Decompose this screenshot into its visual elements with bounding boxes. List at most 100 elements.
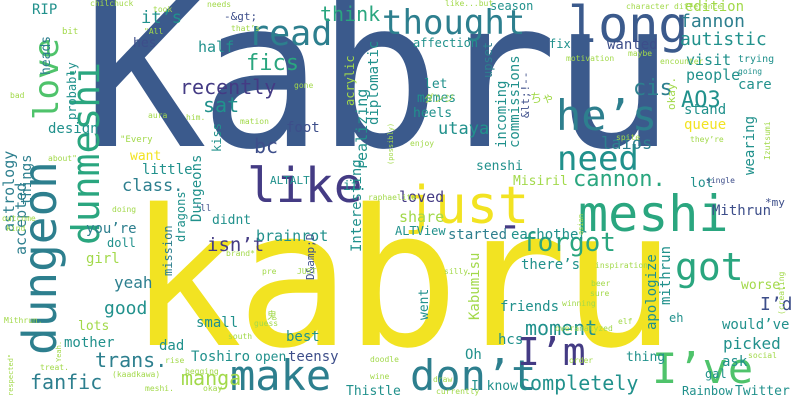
- word-edition: edition: [685, 0, 745, 15]
- word-altalt: ALTALT: [270, 174, 310, 187]
- word-small: gone: [294, 81, 314, 90]
- word-design: design: [48, 121, 99, 137]
- word-small: "Every: [120, 135, 153, 145]
- word-small: treat.: [40, 363, 69, 372]
- word-small: order: [569, 356, 594, 365]
- word-thought: thought: [382, 3, 526, 43]
- word-senshi: senshi: [476, 159, 523, 174]
- word-small: difference: [674, 2, 723, 11]
- word-yeah: yeah: [114, 273, 153, 292]
- word-small: sure: [590, 289, 610, 298]
- word-small: aura: [148, 111, 168, 120]
- word-like: like: [247, 158, 363, 214]
- word-friends: friends: [500, 299, 560, 315]
- word-kabumisu: Kabumisu: [467, 252, 483, 320]
- word-small: character: [626, 2, 670, 11]
- word-toshiro: Toshiro: [191, 349, 251, 365]
- word-girl: girl: [86, 251, 120, 267]
- word-small: Mithrun.: [4, 316, 43, 325]
- word-acrylic: acrylic: [343, 55, 357, 106]
- word-small: south: [228, 332, 253, 341]
- word-memes: memes: [417, 91, 457, 106]
- word-eh: eh: [669, 311, 684, 325]
- word-small: like...but: [445, 0, 494, 8]
- word-best: best: [286, 329, 320, 345]
- word-dont: don’t: [410, 351, 537, 400]
- word-dash: -: [498, 202, 523, 248]
- word-small: Yeah.: [55, 340, 63, 362]
- word-ive: I’ve: [652, 344, 754, 393]
- word-im: I’m: [517, 330, 586, 374]
- word-it: it.: [343, 179, 367, 194]
- word-small: that’s: [231, 24, 260, 33]
- word-fannon: fannon: [680, 11, 746, 32]
- word-small: bad: [10, 91, 25, 100]
- word-small: bit: [62, 27, 79, 37]
- word-visit: visit: [686, 51, 732, 69]
- word-small: motivation: [566, 54, 615, 63]
- word-small: wine: [370, 372, 390, 381]
- word-foot: foot: [286, 120, 320, 136]
- word-ao3: AO3: [681, 88, 721, 113]
- word-small: social: [748, 351, 777, 360]
- word-didnt: didnt: [212, 213, 252, 228]
- word-got: got: [675, 245, 744, 289]
- word-hcs: hcs: [498, 332, 524, 348]
- word-incoming: incoming: [494, 80, 510, 148]
- word-heads: heads: [39, 35, 54, 75]
- word-small: Izutsumi: [763, 121, 772, 160]
- word-small: silly: [444, 267, 469, 276]
- word-things: things: [19, 154, 35, 205]
- word-small: pre: [262, 267, 277, 276]
- word-picked: picked: [723, 334, 781, 353]
- word-think: think: [320, 2, 381, 26]
- word-ask: ask: [722, 354, 748, 370]
- word-small: (possibly): [387, 122, 395, 165]
- word-hes: he’s: [556, 91, 658, 140]
- word-small: (kaadkawa): [112, 370, 161, 379]
- word-class: class.: [122, 176, 184, 196]
- word-recently: recently: [180, 75, 277, 99]
- word-heels: heels: [413, 106, 453, 121]
- word-small: inspiration: [595, 261, 648, 270]
- word-small: trying: [738, 54, 775, 65]
- word-make: make: [230, 351, 332, 400]
- word-small: draw: [433, 375, 453, 384]
- word-want: want: [130, 149, 162, 164]
- word-small: small: [196, 315, 239, 331]
- word-small: 'll: [195, 204, 212, 214]
- word-trans: trans.: [95, 348, 168, 372]
- word-small: beer: [591, 279, 611, 288]
- word-small: going: [738, 67, 763, 76]
- word-small: raphaelite: [368, 193, 417, 202]
- word-teensy: teensy: [288, 349, 339, 365]
- word-oh: Oh: [465, 347, 482, 363]
- word-queue: queue: [684, 117, 727, 133]
- word-small: rise: [165, 356, 185, 365]
- word-fics: fics: [246, 51, 299, 76]
- word-rainbow: Rainbow: [682, 384, 733, 398]
- word-affection: affection: [413, 36, 479, 50]
- word-started: started: [448, 227, 508, 243]
- word-kabru-yellow: kabru: [128, 169, 676, 390]
- word-open: open: [255, 350, 287, 365]
- word-small: chilchuck: [90, 0, 134, 8]
- word-small: meshi.: [145, 384, 174, 393]
- word-small: overanalyzed: [555, 324, 613, 333]
- word-small: him.: [186, 113, 206, 122]
- word-id: I’d: [760, 294, 793, 315]
- word-just: just: [404, 176, 530, 236]
- word-season: season: [490, 0, 534, 13]
- word-small: about": [48, 154, 77, 163]
- word-small: doodle: [370, 355, 399, 364]
- word-people: people: [686, 66, 741, 84]
- word-thing: thing: [626, 350, 666, 365]
- word-small: respected": [7, 353, 15, 396]
- word-lot: lot: [690, 176, 714, 191]
- word-diplomatic: diplomatic: [366, 40, 382, 125]
- word-interesting: Interesting: [349, 159, 365, 252]
- word-small: ダンジ: [424, 94, 454, 105]
- word-twitter: Twitter: [735, 384, 790, 399]
- word-small: enjoy: [410, 139, 435, 148]
